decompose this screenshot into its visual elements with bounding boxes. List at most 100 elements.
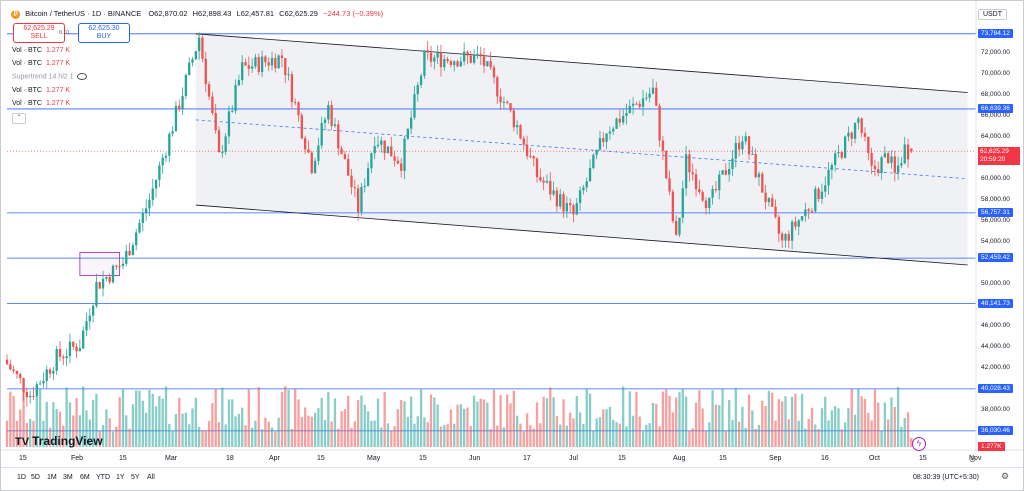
range-button-all[interactable]: All [147, 474, 155, 481]
candle-body [12, 369, 15, 372]
range-button-6m[interactable]: 6M [80, 474, 90, 481]
volume-bar [900, 426, 903, 447]
indicator-volume-4[interactable]: Vol · BTC 1.277 K [12, 100, 70, 107]
time-tick-label: 15 [119, 455, 127, 462]
collapse-indicators-button[interactable]: ⌃ [12, 113, 26, 124]
candle-body [728, 169, 731, 175]
candle-body [297, 102, 300, 116]
indicator-supertrend[interactable]: Supertrend 14 hl2 1 [12, 73, 87, 80]
volume-bar [154, 406, 158, 447]
volume-bar [82, 386, 85, 447]
volume-bar [522, 431, 525, 447]
volume-bar [323, 420, 327, 447]
price-tick-label: 72,000.00 [981, 48, 1010, 56]
range-button-1y[interactable]: 1Y [116, 474, 125, 481]
candle-body [78, 348, 82, 352]
range-button-5d[interactable]: 5D [31, 474, 40, 481]
eye-icon[interactable] [76, 73, 87, 80]
candle-body [658, 105, 661, 141]
volume-bar [52, 402, 55, 447]
volume-bar [108, 418, 111, 447]
candle-body [515, 125, 519, 128]
buy-button[interactable]: 62,625.30 BUY [78, 23, 130, 43]
settings-gear-icon[interactable]: ⚙ [1001, 471, 1010, 481]
volume-bar [416, 416, 419, 447]
candle-body [893, 156, 896, 173]
candle-body [363, 185, 366, 187]
sell-button[interactable]: 62,625.29 SELL [13, 23, 65, 43]
candle-body [356, 188, 360, 212]
volume-bar [294, 388, 297, 447]
volume-bar [91, 399, 95, 447]
candle-body [154, 179, 158, 189]
candle-body [409, 117, 413, 129]
volume-bar [701, 408, 704, 447]
candle-body [631, 103, 635, 106]
candle-body [790, 221, 794, 241]
range-button-1d[interactable]: 1D [17, 474, 26, 481]
candle-body [810, 211, 814, 213]
volume-bar [303, 407, 307, 447]
volume-bar [221, 387, 224, 447]
clock-display[interactable]: 08:30:39 (UTC+5:30) [913, 474, 979, 481]
candle-body [52, 370, 55, 374]
volume-bar [631, 415, 635, 447]
candle-body [449, 61, 453, 66]
candle-body [542, 180, 545, 183]
indicator-volume-2[interactable]: Vol · BTC 1.277 K [12, 60, 70, 67]
volume-bar [810, 407, 814, 447]
time-tick-label: Mar [165, 455, 178, 462]
symbol-title[interactable]: Bitcoin / TetherUS · 1D · BINANCE [25, 9, 142, 18]
volume-bar [449, 409, 453, 447]
candle-body [29, 395, 32, 398]
spread-value: 0.01 [59, 30, 70, 36]
candle-body [38, 383, 42, 385]
volume-bar [615, 422, 618, 447]
volume-bar [569, 412, 572, 447]
indicator-volume-1[interactable]: Vol · BTC 1.277 K [12, 47, 70, 54]
volume-bar [373, 420, 376, 447]
time-tick-label: Feb [71, 455, 84, 462]
time-axis-settings-icon[interactable]: ◎ [969, 454, 976, 463]
range-button-5y[interactable]: 5Y [131, 474, 140, 481]
volume-bar [771, 392, 774, 447]
volume-bar [592, 431, 595, 447]
currency-selector[interactable]: USDT [977, 9, 1007, 20]
volume-bar [270, 427, 274, 447]
range-button-ytd[interactable]: YTD [96, 474, 110, 481]
volume-bar [910, 437, 913, 447]
candle-body [764, 192, 767, 203]
volume-bar [824, 396, 827, 447]
candle-body [529, 156, 532, 158]
volume-bar [834, 406, 837, 447]
volume-bar [360, 395, 363, 447]
volume-bar [622, 386, 625, 447]
volume-bar [827, 420, 830, 447]
range-button-1m[interactable]: 1M [47, 474, 57, 481]
candle-body [15, 371, 19, 375]
candle-body [419, 75, 423, 86]
price-tick-label: 46,000.00 [981, 322, 1010, 330]
candle-body [787, 234, 790, 241]
volume-bar [244, 425, 247, 447]
volume-bar [376, 398, 380, 447]
candle-body [277, 55, 280, 69]
lightning-icon[interactable]: ϟ [912, 437, 926, 451]
channel-lower-line [195, 204, 968, 266]
volume-bar [847, 408, 850, 447]
volume-bar [125, 415, 128, 447]
indicator-volume-3[interactable]: Vol · BTC 1.277 K [12, 87, 70, 94]
volume-bar [479, 398, 482, 447]
buy-label: BUY [96, 33, 112, 40]
volume-bar [121, 389, 125, 447]
candle-body [880, 157, 883, 173]
tradingview-logo[interactable]: TV TradingView [15, 434, 103, 448]
candle-body [863, 133, 867, 137]
volume-bar [744, 427, 747, 447]
candle-body [264, 56, 267, 63]
buy-price: 62,625.30 [88, 25, 120, 32]
range-button-3m[interactable]: 3M [63, 474, 73, 481]
candle-body [380, 140, 383, 145]
candle-body [744, 136, 747, 142]
